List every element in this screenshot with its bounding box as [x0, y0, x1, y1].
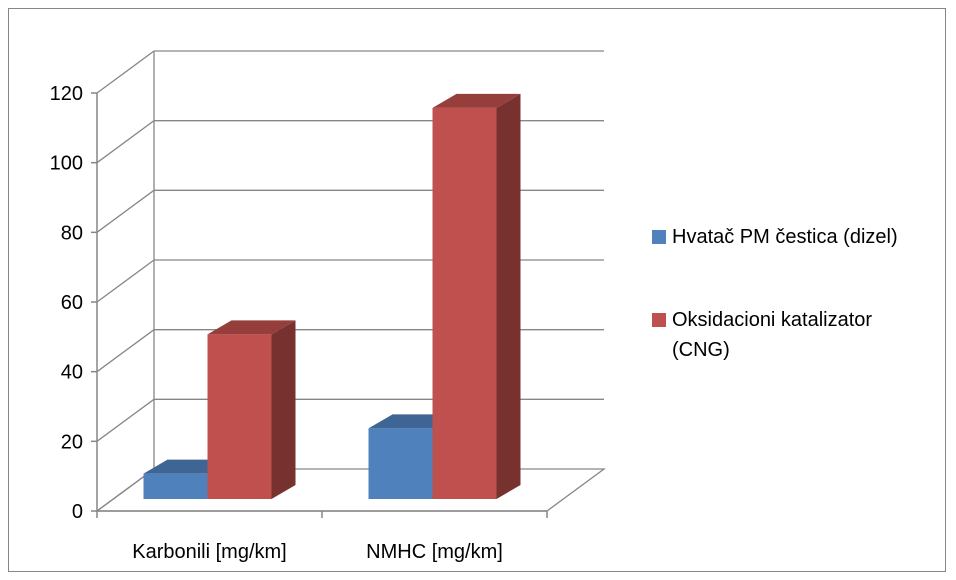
x-tick-label: NMHC [mg/km]	[366, 541, 503, 563]
legend-label: Hvatač PM čestica (dizel)	[672, 226, 898, 248]
bar-front-face	[143, 473, 208, 499]
bar-front-face	[368, 428, 433, 499]
legend-label: Oksidacioni katalizator	[672, 309, 872, 331]
legend-label: (CNG)	[672, 339, 730, 361]
y-tick-label: 40	[61, 362, 83, 384]
y-tick-label: 100	[50, 153, 83, 175]
gridline-side	[96, 259, 155, 303]
x-tick-label: Karbonili [mg/km]	[132, 541, 287, 563]
y-tick-label: 20	[61, 431, 83, 453]
gridline-side	[96, 189, 155, 233]
gridline-side	[96, 50, 155, 94]
y-tick-label: 0	[72, 501, 83, 523]
bar-front-face	[207, 334, 272, 499]
bar-front-face	[432, 107, 497, 500]
legend-swatch	[652, 313, 666, 327]
bar-top-face	[432, 93, 521, 108]
bar-top-face	[207, 320, 296, 335]
gridline-side	[96, 329, 155, 373]
bar-side-face	[271, 320, 296, 499]
y-tick-label: 60	[61, 292, 83, 314]
bar-side-face	[496, 93, 521, 500]
y-tick-label: 80	[61, 222, 83, 244]
bar	[207, 320, 296, 499]
bar	[432, 93, 521, 500]
gridline-side	[96, 120, 155, 164]
legend-swatch	[652, 230, 666, 244]
gridline-side	[96, 398, 155, 442]
y-tick-label: 120	[50, 83, 83, 105]
